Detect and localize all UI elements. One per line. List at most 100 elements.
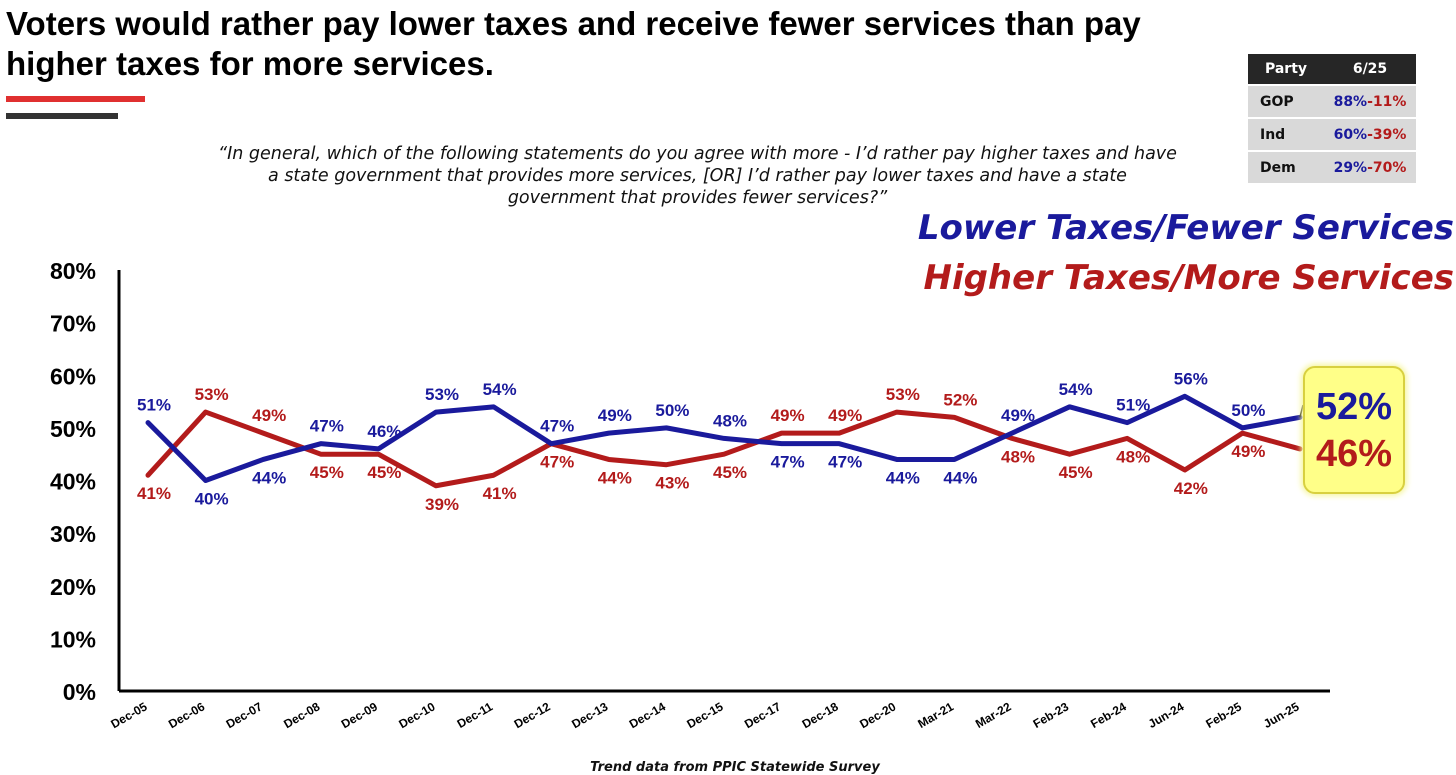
party-values: 60%-39% xyxy=(1324,117,1416,151)
data-label-higher: 41% xyxy=(137,484,171,503)
x-tick-label: Jun-24 xyxy=(1146,699,1187,731)
x-tick-label: Feb-24 xyxy=(1088,699,1129,731)
y-tick-label: 0% xyxy=(63,679,96,705)
data-label-higher: 53% xyxy=(886,385,920,404)
x-tick-label: Dec-13 xyxy=(569,699,610,731)
x-tick-label: Dec-05 xyxy=(108,699,149,731)
data-label-higher: 52% xyxy=(943,390,977,409)
data-label-higher: 49% xyxy=(828,406,862,425)
data-label-lower: 51% xyxy=(137,396,171,415)
table-header-date: 6/25 xyxy=(1324,54,1416,85)
data-label-lower: 56% xyxy=(1174,369,1208,388)
data-label-higher: 49% xyxy=(771,406,805,425)
y-tick-label: 10% xyxy=(50,626,96,652)
data-label-lower: 44% xyxy=(252,468,286,487)
survey-question: “In general, which of the following stat… xyxy=(218,144,1177,208)
y-tick-label: 30% xyxy=(50,521,96,547)
data-label-lower: 49% xyxy=(598,406,632,425)
x-tick-label: Dec-10 xyxy=(396,699,437,731)
data-label-lower: 44% xyxy=(886,468,920,487)
x-tick-label: Dec-11 xyxy=(455,699,496,731)
data-label-higher: 45% xyxy=(713,463,747,482)
data-label-lower: 49% xyxy=(1001,406,1035,425)
data-label-lower: 47% xyxy=(540,417,574,436)
lower-value: 88% xyxy=(1333,93,1368,110)
callout-lower-value: 52% xyxy=(1315,386,1393,428)
data-label-lower: 47% xyxy=(828,453,862,472)
table-row: Ind 60%-39% xyxy=(1248,117,1416,151)
data-label-higher: 48% xyxy=(1001,447,1035,466)
party-values: 29%-70% xyxy=(1324,150,1416,183)
data-label-higher: 41% xyxy=(483,484,517,503)
lower-value: 29% xyxy=(1333,159,1368,176)
title-underline-red xyxy=(6,96,145,102)
x-tick-label: Feb-23 xyxy=(1031,699,1072,731)
value-separator: - xyxy=(1367,126,1373,143)
data-label-higher: 49% xyxy=(1231,442,1265,461)
data-label-lower: 48% xyxy=(713,411,747,430)
data-label-higher: 48% xyxy=(1116,447,1150,466)
latest-value-callout xyxy=(1303,366,1405,494)
y-tick-label: 60% xyxy=(50,363,96,389)
x-tick-label: Dec-14 xyxy=(627,699,668,731)
table-header-party: Party xyxy=(1248,54,1324,85)
data-label-lower: 47% xyxy=(771,453,805,472)
x-tick-label: Dec-06 xyxy=(166,699,207,731)
x-tick-label: Mar-22 xyxy=(973,699,1014,731)
series-line-lower-taxes xyxy=(145,393,1303,483)
y-tick-label: 70% xyxy=(50,311,96,337)
data-label-higher: 39% xyxy=(425,495,459,514)
data-label-lower: 47% xyxy=(310,417,344,436)
source-footer: Trend data from PPIC Statewide Survey xyxy=(590,760,880,775)
higher-value: 11% xyxy=(1372,93,1407,110)
table-row: GOP 88%-11% xyxy=(1248,84,1416,118)
party-name: GOP xyxy=(1248,84,1324,118)
legend-lower-taxes: Lower Taxes/Fewer Services xyxy=(917,208,1454,248)
value-separator: - xyxy=(1367,159,1373,176)
legend-higher-taxes: Higher Taxes/More Services xyxy=(923,258,1454,298)
x-tick-label: Feb-25 xyxy=(1203,699,1244,731)
higher-value: 70% xyxy=(1372,159,1407,176)
x-tick-label: Mar-21 xyxy=(915,699,956,731)
title-underline-dark xyxy=(6,113,118,119)
x-tick-label: Dec-12 xyxy=(512,699,553,731)
value-separator: - xyxy=(1367,93,1373,110)
data-label-lower: 40% xyxy=(195,490,229,509)
x-tick-label: Dec-17 xyxy=(742,699,783,731)
lower-value: 60% xyxy=(1333,126,1368,143)
y-tick-label: 80% xyxy=(50,258,96,284)
x-tick-label: Dec-18 xyxy=(800,699,841,731)
x-tick-label: Dec-07 xyxy=(224,699,265,731)
data-label-higher: 45% xyxy=(1059,463,1093,482)
table-header-row: Party 6/25 xyxy=(1248,54,1416,85)
table-row: Dem 29%-70% xyxy=(1248,150,1416,183)
data-label-higher: 45% xyxy=(367,463,401,482)
data-label-lower: 46% xyxy=(367,422,401,441)
data-label-higher: 49% xyxy=(252,406,286,425)
data-label-higher: 43% xyxy=(655,474,689,493)
x-tick-label: Dec-20 xyxy=(857,699,898,731)
higher-value: 39% xyxy=(1372,126,1407,143)
callout-connector xyxy=(1299,404,1304,418)
y-tick-label: 40% xyxy=(50,469,96,495)
data-label-lower: 51% xyxy=(1116,396,1150,415)
party-breakdown-table: Party 6/25 GOP 88%-11% Ind 60%-39% Dem 2… xyxy=(1248,54,1416,183)
data-label-lower: 53% xyxy=(425,385,459,404)
party-name: Dem xyxy=(1248,150,1324,183)
x-tick-label: Dec-15 xyxy=(684,699,725,731)
data-label-higher: 42% xyxy=(1174,479,1208,498)
data-label-higher: 47% xyxy=(540,453,574,472)
series-line-higher-taxes xyxy=(145,409,1303,489)
data-label-higher: 45% xyxy=(310,463,344,482)
y-tick-label: 50% xyxy=(50,416,96,442)
party-name: Ind xyxy=(1248,117,1324,151)
chart-title: Voters would rather pay lower taxes and … xyxy=(6,5,1141,82)
callout-higher-value: 46% xyxy=(1315,433,1393,475)
x-tick-label: Dec-08 xyxy=(281,699,322,731)
y-tick-label: 20% xyxy=(50,574,96,600)
party-values: 88%-11% xyxy=(1324,84,1416,118)
x-tick-label: Jun-25 xyxy=(1261,699,1302,731)
data-label-lower: 50% xyxy=(1231,401,1265,420)
data-label-lower: 50% xyxy=(655,401,689,420)
